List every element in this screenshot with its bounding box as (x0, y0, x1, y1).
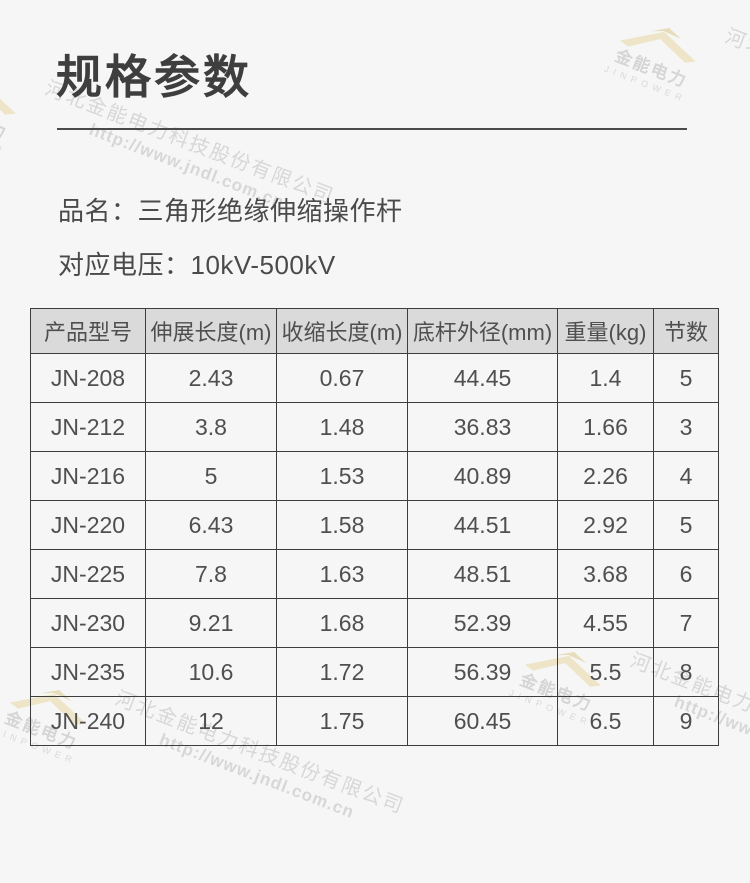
watermark-logo-subtext: JINPOWER (0, 115, 8, 157)
table-row: JN-235 10.6 1.72 56.39 5.5 8 (30, 647, 719, 697)
value-cell: 1.4 (557, 353, 654, 403)
model-cell: JN-235 (30, 647, 146, 697)
product-name-label: 品名： (58, 196, 138, 226)
model-cell: JN-208 (30, 353, 146, 403)
value-cell: 7.8 (145, 549, 277, 599)
swoosh-roof-icon (0, 79, 16, 115)
value-cell: 9.21 (145, 598, 277, 648)
watermark-logo-subtext: JINPOWER (602, 63, 688, 105)
spec-table-head: 产品型号 伸展长度(m) 收缩长度(m) 底杆外径(mm) 重量(kg) 节数 (30, 308, 719, 354)
table-row: JN-212 3.8 1.48 36.83 1.66 3 (30, 402, 719, 452)
value-cell: 5 (145, 451, 277, 501)
watermark-company: 河北金能电力科技股份有限公司 (721, 25, 750, 157)
value-cell: 3.68 (557, 549, 654, 599)
value-cell: 48.51 (407, 549, 558, 599)
value-cell: 44.51 (407, 500, 558, 550)
table-row: JN-230 9.21 1.68 52.39 4.55 7 (30, 598, 719, 648)
column-header: 收缩长度(m) (276, 308, 408, 354)
product-name-line: 品名：三角形绝缘伸缩操作杆 (58, 196, 403, 227)
value-cell: 1.53 (276, 451, 408, 501)
model-cell: JN-212 (30, 402, 146, 452)
jinpower-logo-icon: 金能电力 JINPOWER (602, 10, 709, 105)
value-cell: 1.58 (276, 500, 408, 550)
value-cell: 1.68 (276, 598, 408, 648)
watermark-logo-text: 金能电力 (0, 98, 11, 144)
voltage-label: 对应电压： (58, 250, 191, 280)
value-cell: 9 (653, 696, 719, 746)
value-cell: 1.63 (276, 549, 408, 599)
value-cell: 4.55 (557, 598, 654, 648)
table-row: JN-216 5 1.53 40.89 2.26 4 (30, 451, 719, 501)
value-cell: 3.8 (145, 402, 277, 452)
value-cell: 1.66 (557, 402, 654, 452)
column-header: 底杆外径(mm) (407, 308, 558, 354)
model-cell: JN-220 (30, 500, 146, 550)
value-cell: 0.67 (276, 353, 408, 403)
value-cell: 2.92 (557, 500, 654, 550)
spec-table: 产品型号 伸展长度(m) 收缩长度(m) 底杆外径(mm) 重量(kg) 节数 JN-20… (30, 308, 719, 746)
swoosh-roof-icon (619, 27, 696, 63)
header-row: 产品型号 伸展长度(m) 收缩长度(m) 底杆外径(mm) 重量(kg) 节数 (30, 308, 719, 354)
table-row: JN-240 12 1.75 60.45 6.5 9 (30, 696, 719, 746)
model-cell: JN-240 (30, 696, 146, 746)
value-cell: 36.83 (407, 402, 558, 452)
value-cell: 1.48 (276, 402, 408, 452)
spec-table-body: JN-208 2.43 0.67 44.45 1.4 5 JN-212 3.8 1.48 36.8… (30, 353, 719, 746)
value-cell: 5.5 (557, 647, 654, 697)
watermark-text-block: 河北金能电力科技股份有限公司 http://www.jndl.com.cn (17, 77, 338, 273)
watermark-logo-text: 金能电力 (612, 46, 691, 92)
value-cell: 40.89 (407, 451, 558, 501)
watermark-text-block: 河北金能电力科技股份有限公司 http://www.jndl.com.cn (697, 25, 750, 221)
column-header: 伸展长度(m) (145, 308, 277, 354)
table-row: JN-225 7.8 1.63 48.51 3.68 6 (30, 549, 719, 599)
value-cell: 8 (653, 647, 719, 697)
value-cell: 1.75 (276, 696, 408, 746)
column-header: 产品型号 (30, 308, 146, 354)
model-cell: JN-230 (30, 598, 146, 648)
value-cell: 6.43 (145, 500, 277, 550)
table-row: JN-208 2.43 0.67 44.45 1.4 5 (30, 353, 719, 403)
value-cell: 56.39 (407, 647, 558, 697)
value-cell: 44.45 (407, 353, 558, 403)
value-cell: 60.45 (407, 696, 558, 746)
value-cell: 12 (145, 696, 277, 746)
table-row: JN-220 6.43 1.58 44.51 2.92 5 (30, 500, 719, 550)
model-cell: JN-216 (30, 451, 146, 501)
value-cell: 4 (653, 451, 719, 501)
value-cell: 52.39 (407, 598, 558, 648)
voltage-value: 10kV-500kV (190, 250, 336, 280)
jinpower-logo-icon: 金能电力 JINPOWER (0, 62, 29, 157)
value-cell: 7 (653, 598, 719, 648)
title-underline (57, 128, 687, 130)
value-cell: 2.43 (145, 353, 277, 403)
column-header: 节数 (653, 308, 719, 354)
value-cell: 5 (653, 500, 719, 550)
column-header: 重量(kg) (557, 308, 654, 354)
value-cell: 6.5 (557, 696, 654, 746)
watermark-tile: 金能电力 JINPOWER 河北金能电力科技股份有限公司 http://www.… (602, 0, 750, 221)
model-cell: JN-225 (30, 549, 146, 599)
voltage-line: 对应电压：10kV-500kV (58, 250, 336, 281)
value-cell: 2.26 (557, 451, 654, 501)
value-cell: 5 (653, 353, 719, 403)
product-name-value: 三角形绝缘伸缩操作杆 (137, 196, 403, 226)
value-cell: 3 (653, 402, 719, 452)
page-title: 规格参数 (56, 51, 252, 103)
value-cell: 10.6 (145, 647, 277, 697)
value-cell: 6 (653, 549, 719, 599)
value-cell: 1.72 (276, 647, 408, 697)
